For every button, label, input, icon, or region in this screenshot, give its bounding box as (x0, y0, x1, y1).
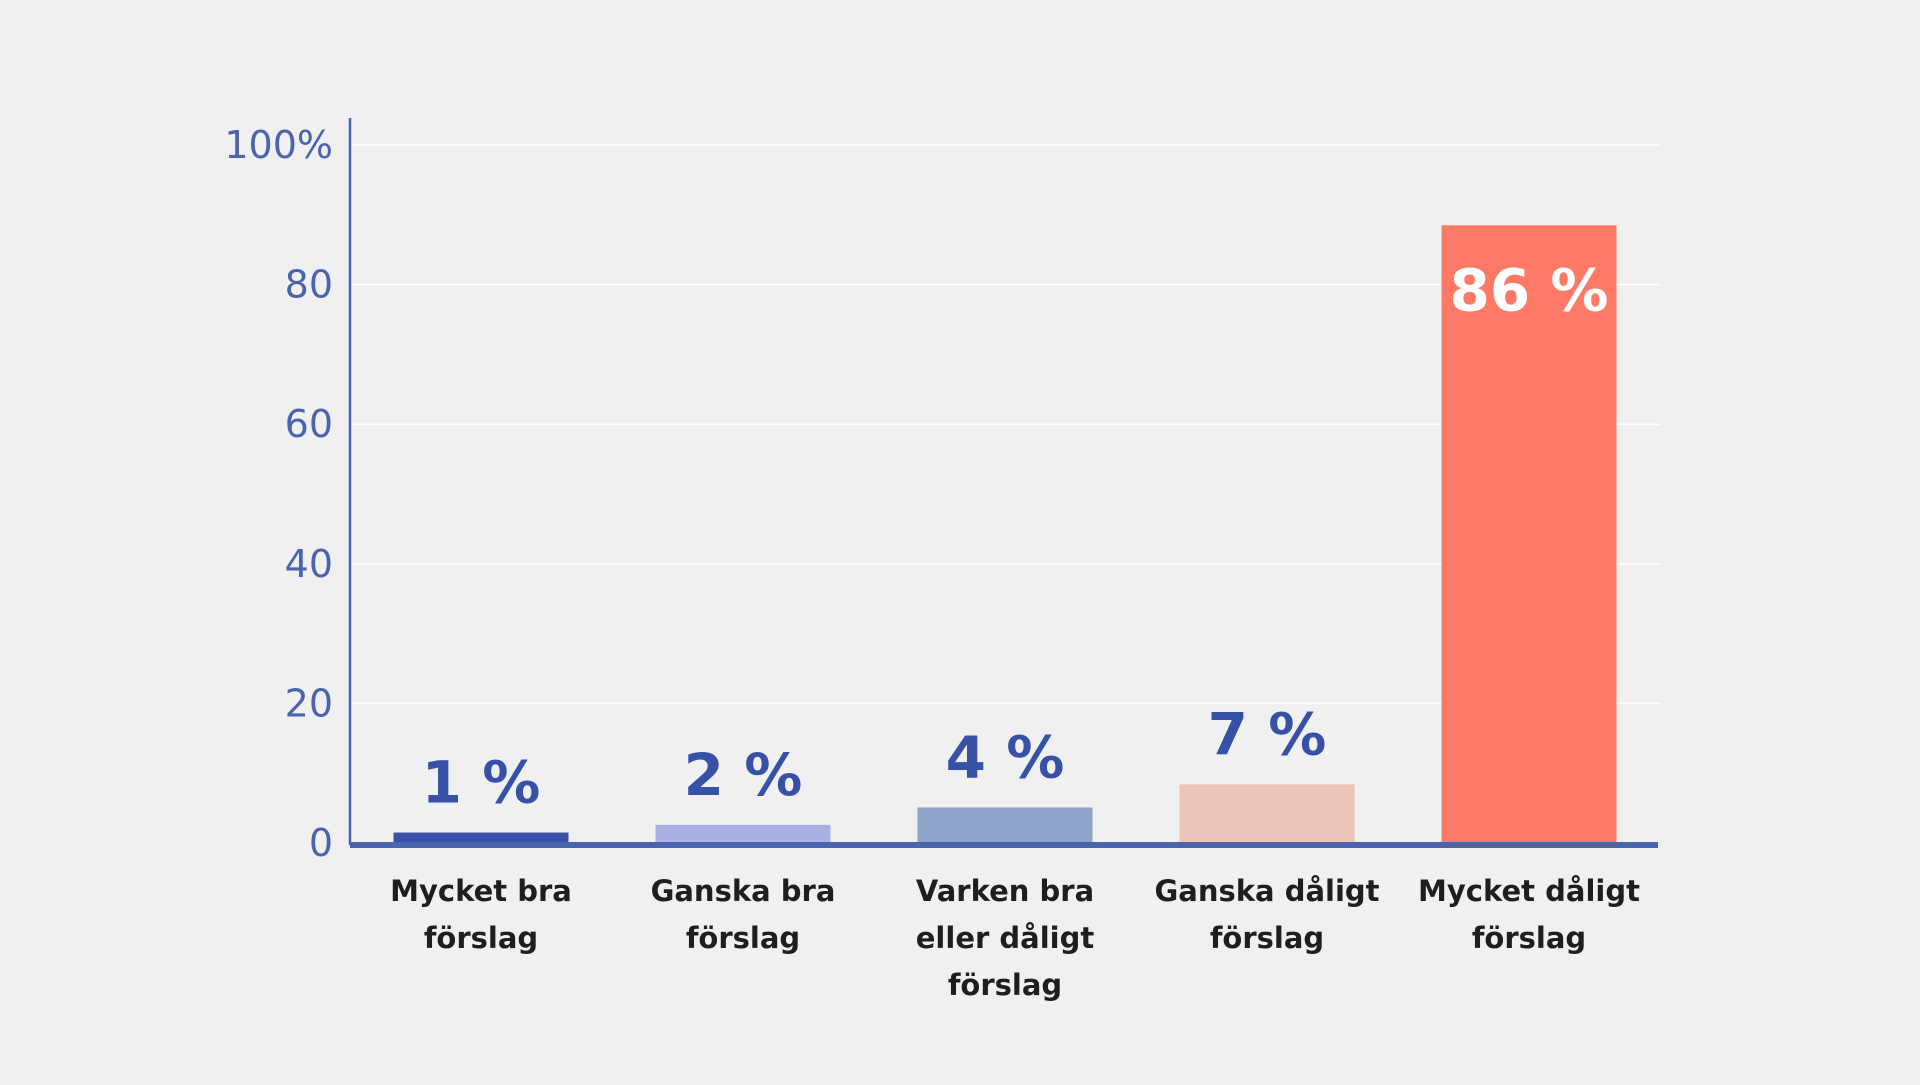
bar (1441, 225, 1617, 843)
x-category-label-line: förslag (1210, 921, 1324, 955)
x-category-label: Ganska dåligt förslag (1154, 874, 1379, 955)
x-category-label-line: eller dåligt (916, 921, 1095, 955)
x-category-label: Ganska bra förslag (651, 874, 836, 955)
y-tick-label: 0 (309, 821, 333, 865)
x-category-label-line: Ganska bra (651, 874, 836, 908)
y-tick-label: 60 (285, 402, 333, 446)
x-category-label: Mycket dåligt förslag (1418, 874, 1640, 955)
bar-value-label: 86 % (1449, 256, 1608, 324)
x-category-label-line: förslag (948, 968, 1062, 1002)
y-tick-label: 40 (285, 542, 333, 586)
x-category-label-line: förslag (424, 921, 538, 955)
x-category-label-line: Varken bra (916, 874, 1094, 908)
y-tick-label: 20 (285, 681, 333, 725)
labels: 0 20 40 60 80 100% 1 % Mycket bra förslag 2 % Gans… (224, 123, 1640, 1002)
x-category-label-line: förslag (686, 921, 800, 955)
y-tick-label: 100% (224, 123, 333, 167)
x-category-label: Varken bra eller dåligt förslag (916, 874, 1095, 1002)
bar-value-label: 1 % (422, 749, 541, 817)
bar (1179, 784, 1355, 843)
bar-value-label: 4 % (946, 723, 1065, 791)
x-category-label-line: Ganska dåligt (1154, 874, 1379, 908)
bar (917, 807, 1093, 843)
x-category-label-line: förslag (1472, 921, 1586, 955)
x-category-label-line: Mycket dåligt (1418, 874, 1640, 908)
x-category-label: Mycket bra förslag (390, 874, 572, 955)
bar-value-label: 2 % (684, 741, 803, 809)
bar (393, 832, 569, 843)
x-category-label-line: Mycket bra (390, 874, 572, 908)
axes (348, 118, 1658, 848)
bar (655, 824, 831, 843)
y-tick-label: 80 (285, 263, 333, 307)
bar-value-label: 7 % (1208, 700, 1327, 768)
bars (393, 225, 1617, 843)
